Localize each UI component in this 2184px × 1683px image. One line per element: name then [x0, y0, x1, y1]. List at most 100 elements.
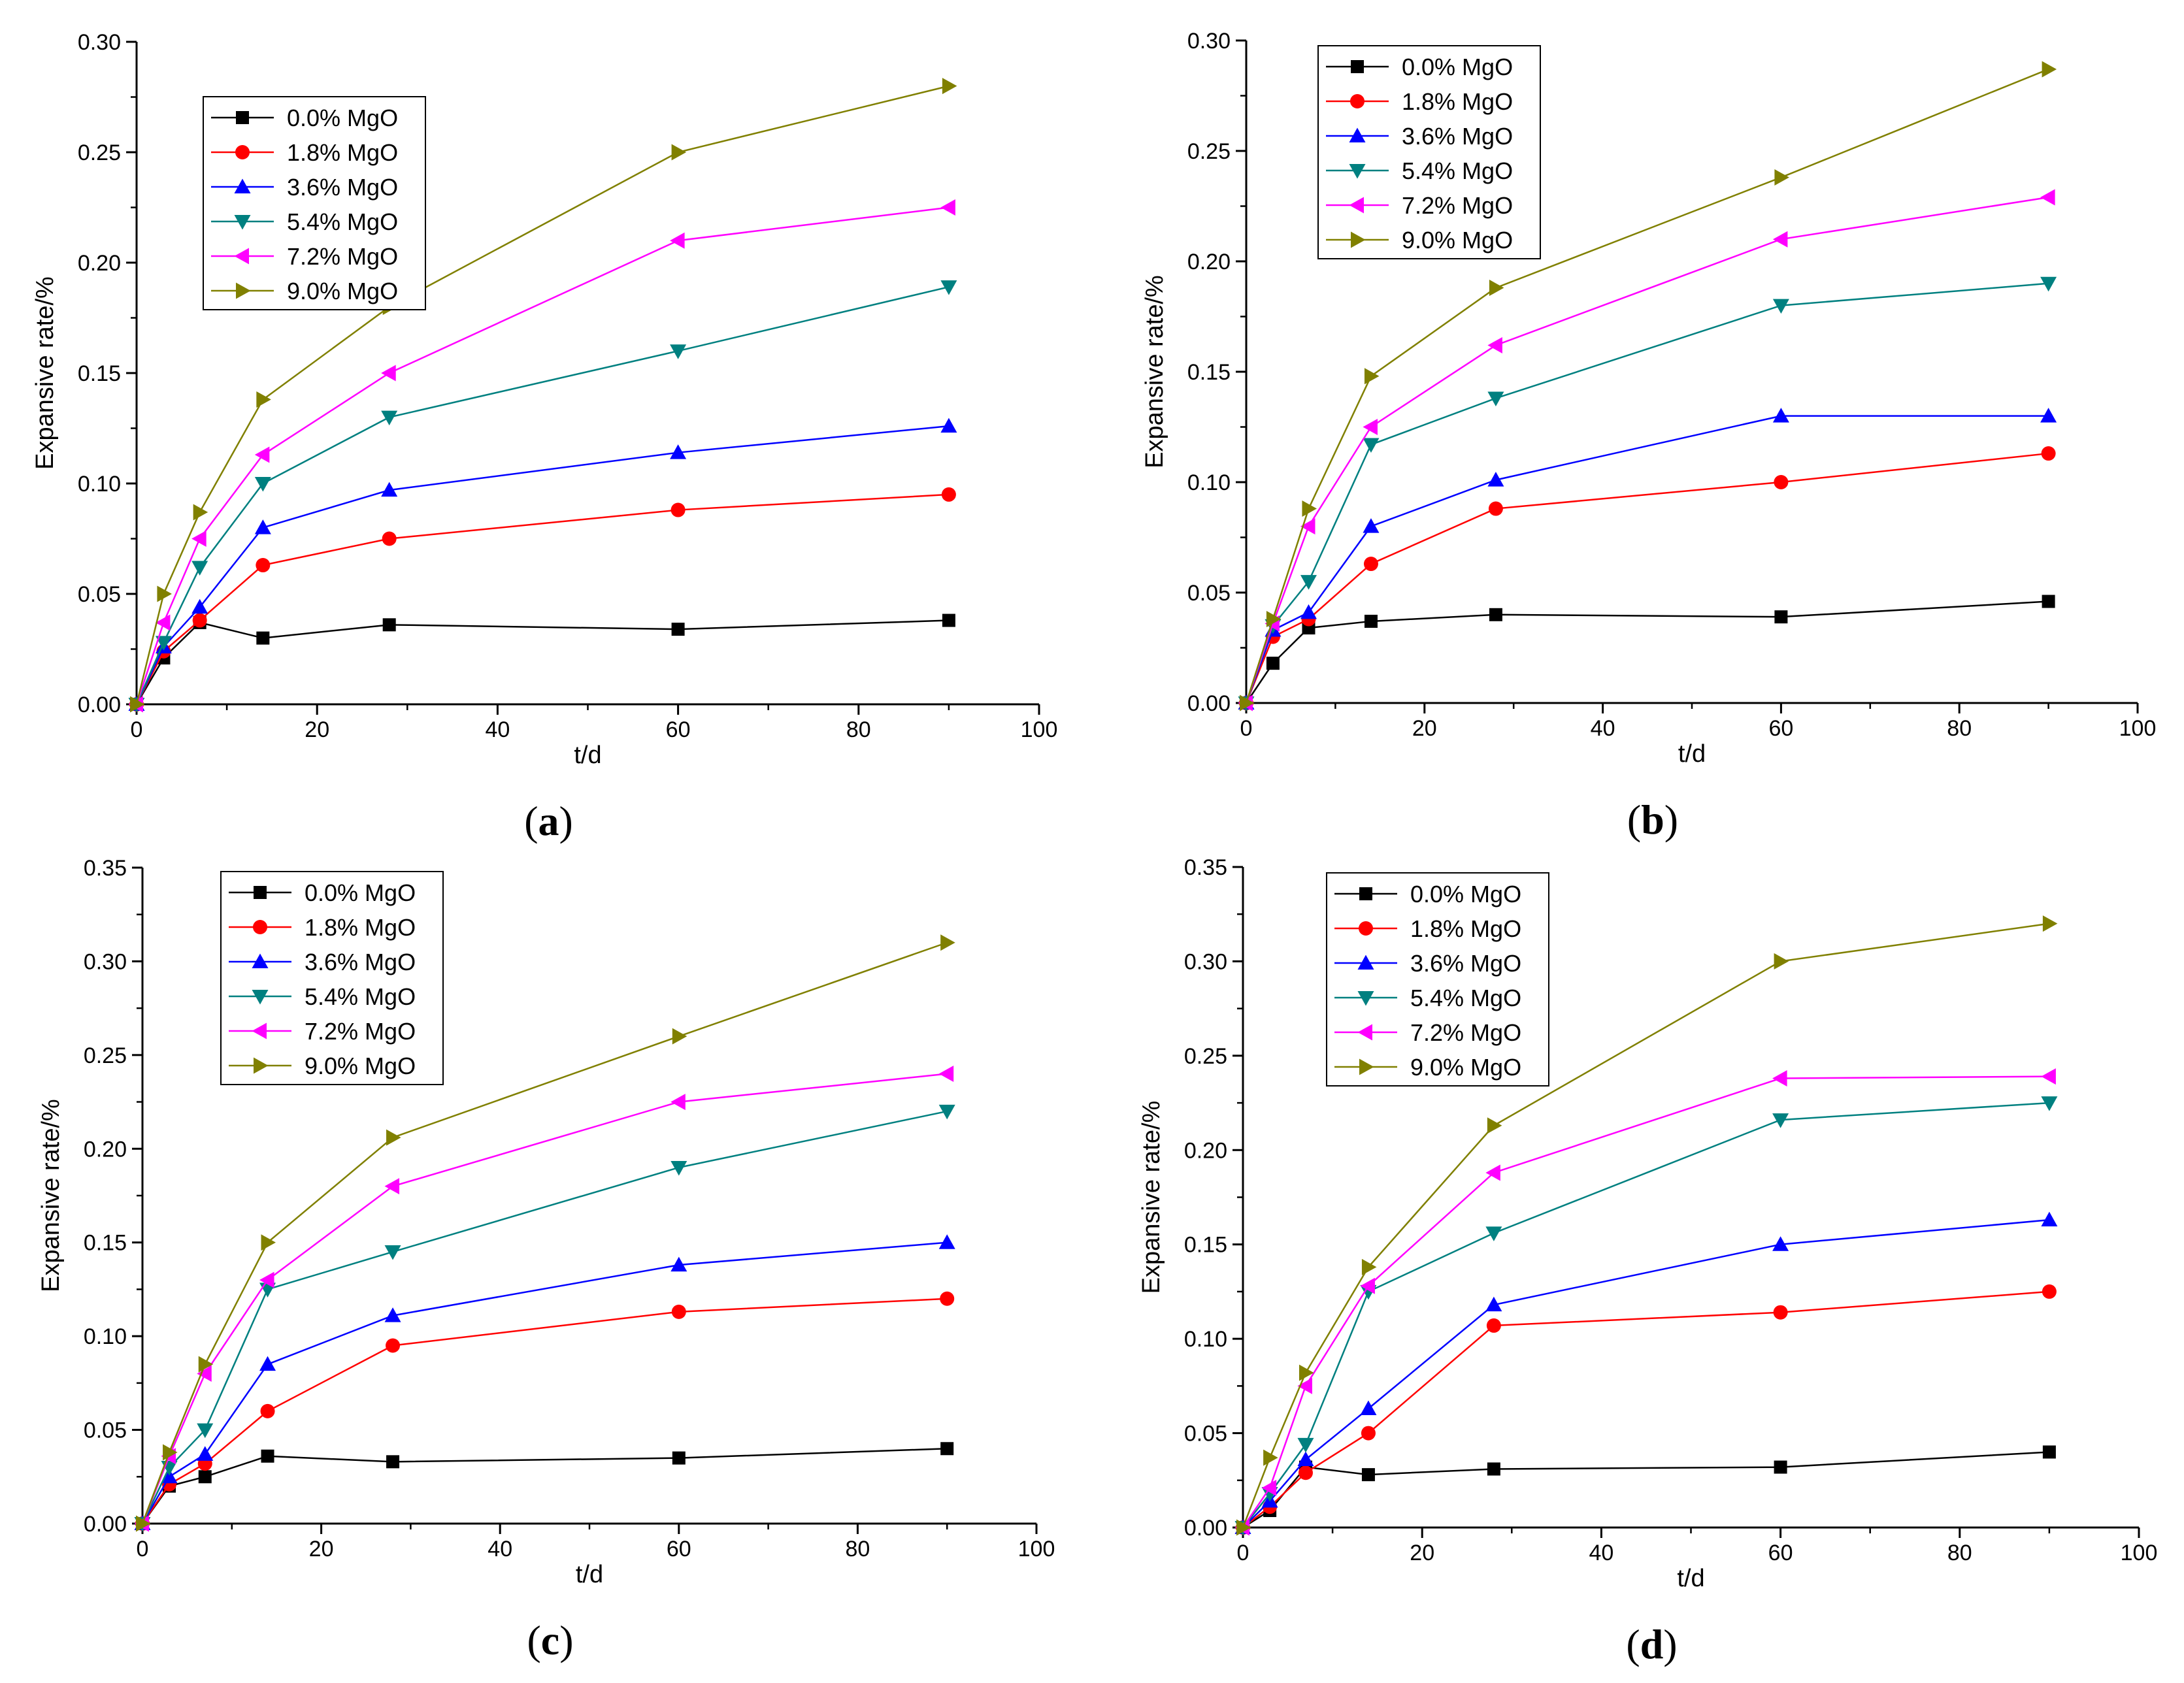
- data-point: [1300, 575, 1317, 590]
- legend-label: 9.0% MgO: [287, 278, 398, 304]
- series-line: [1242, 1102, 2049, 1528]
- data-point: [197, 1446, 214, 1461]
- data-point: [254, 477, 271, 492]
- y-tick-label: 0.35: [84, 856, 127, 881]
- y-tick-label: 0.25: [1184, 1044, 1227, 1069]
- data-point: [1363, 419, 1378, 435]
- data-point: [261, 1234, 276, 1251]
- x-tick-label: 80: [1947, 716, 1972, 741]
- legend: 0.0% MgO 1.8% MgO 3.6% MgO 5.4% MgO 7.2% MgO…: [1317, 45, 1541, 259]
- legend-label: 3.6% MgO: [1410, 950, 1521, 977]
- legend-label: 3.6% MgO: [1402, 123, 1513, 150]
- data-point: [381, 482, 398, 497]
- legend-box: [1326, 872, 1549, 1087]
- data-point: [381, 365, 396, 382]
- data-point: [197, 1365, 212, 1382]
- data-point: [1486, 1318, 1501, 1333]
- legend-label: 9.0% MgO: [305, 1053, 416, 1079]
- data-point: [1297, 1451, 1314, 1467]
- legend-box: [203, 96, 426, 310]
- series-1: [1240, 595, 2055, 710]
- legend-label: 3.6% MgO: [305, 949, 416, 975]
- data-point: [1364, 614, 1378, 628]
- series-4: [1234, 1096, 2058, 1536]
- data-point: [1360, 1400, 1377, 1416]
- data-point: [940, 417, 957, 433]
- series-2: [135, 1291, 955, 1531]
- x-tick-label: 40: [488, 1537, 512, 1561]
- data-point: [1263, 1449, 1278, 1466]
- data-point: [155, 636, 172, 651]
- data-point: [670, 502, 686, 517]
- data-point: [1774, 610, 1788, 624]
- data-point: [1236, 1519, 1251, 1536]
- data-point: [193, 504, 208, 521]
- data-point: [1485, 1296, 1502, 1312]
- y-tick-label: 0.30: [78, 30, 121, 55]
- y-tick-label: 0.15: [1184, 1233, 1227, 1258]
- chart-panel-b: 0 20 40 60 80 100 0.00 0.05 0.10 0.15 0.20 0.25 0.30…: [1141, 29, 2156, 843]
- data-point: [261, 1449, 274, 1463]
- data-point: [672, 1451, 686, 1465]
- x-tick-label: 40: [1591, 716, 1615, 741]
- data-point: [386, 1129, 401, 1146]
- chart-panel-d: 0 20 40 60 80 100 0.00 0.05 0.10 0.15 0.20 0.25 0.30…: [1138, 855, 2157, 1667]
- data-point: [1297, 1377, 1312, 1394]
- y-tick-label: 0.20: [78, 251, 121, 276]
- x-tick-label: 80: [845, 1537, 870, 1561]
- data-point: [940, 1291, 955, 1306]
- panel-label: (b): [1627, 796, 1678, 843]
- legend-marker: [1349, 197, 1364, 214]
- legend-label: 5.4% MgO: [1402, 157, 1513, 184]
- data-point: [670, 444, 687, 459]
- y-tick-label: 0.10: [1184, 1327, 1227, 1352]
- series-1: [136, 1442, 954, 1530]
- legend-marker: [236, 282, 251, 299]
- data-point: [940, 934, 955, 951]
- data-point: [259, 1356, 276, 1371]
- y-axis-label: Expansive rate/%: [1138, 1101, 1165, 1294]
- legend-marker: [252, 1022, 267, 1039]
- y-tick-label: 0.25: [1187, 139, 1231, 164]
- y-tick-label: 0.05: [78, 582, 121, 607]
- legend-label: 1.8% MgO: [305, 914, 416, 941]
- y-tick-label: 0.10: [1187, 470, 1231, 495]
- data-point: [1487, 472, 1504, 487]
- series-4: [128, 280, 957, 713]
- data-point: [2042, 915, 2058, 932]
- legend-marker: [1359, 921, 1373, 936]
- series-3: [128, 417, 957, 711]
- data-point: [382, 618, 396, 632]
- x-tick-label: 20: [305, 717, 329, 742]
- data-point: [1774, 1460, 1787, 1474]
- y-tick-label: 0.10: [84, 1324, 127, 1349]
- legend-label: 5.4% MgO: [305, 983, 416, 1010]
- data-point: [942, 78, 957, 95]
- x-tick-label: 100: [2119, 716, 2157, 741]
- y-tick-label: 0.15: [84, 1231, 127, 1256]
- y-tick-label: 0.10: [78, 472, 121, 497]
- data-point: [2041, 1211, 2058, 1227]
- data-point: [670, 1256, 687, 1272]
- data-point: [2040, 189, 2055, 206]
- data-point: [1261, 1479, 1277, 1496]
- y-tick-label: 0.30: [84, 949, 127, 974]
- data-point: [130, 696, 145, 713]
- data-point: [161, 1468, 178, 1484]
- data-point: [938, 1104, 955, 1120]
- data-point: [2040, 408, 2057, 423]
- y-tick-label: 0.30: [1187, 29, 1231, 54]
- legend-label: 0.0% MgO: [287, 105, 398, 131]
- series-1: [1236, 1445, 2056, 1534]
- legend: 0.0% MgO 1.8% MgO 3.6% MgO 5.4% MgO 7.2% MgO…: [203, 96, 426, 310]
- y-tick-label: 0.20: [84, 1137, 127, 1162]
- legend-marker: [252, 953, 269, 968]
- legend-marker: [1351, 60, 1364, 73]
- legend-marker: [1357, 991, 1374, 1006]
- legend-marker: [1359, 1058, 1374, 1075]
- data-point: [2041, 446, 2056, 461]
- y-tick-label: 0.00: [1184, 1516, 1227, 1541]
- data-point: [382, 531, 397, 546]
- legend-marker: [1357, 1024, 1372, 1041]
- y-axis-label: Expansive rate/%: [31, 276, 59, 470]
